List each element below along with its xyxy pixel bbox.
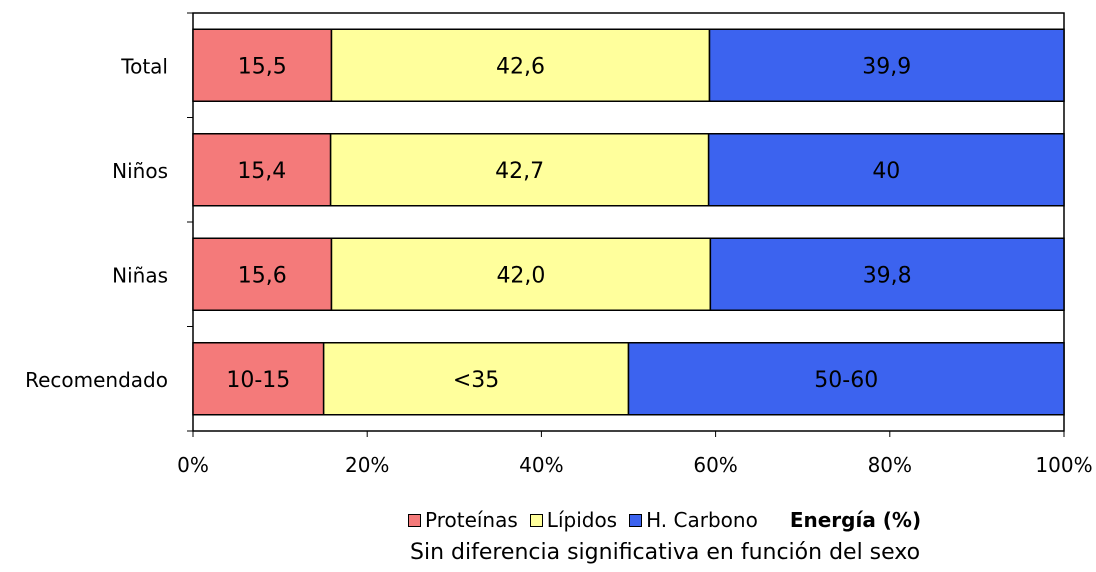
legend: Proteínas Lípidos H. Carbono Energía (%)	[408, 508, 921, 532]
bar-segment	[192, 133, 332, 207]
bar-segment	[627, 342, 1065, 416]
legend-label-carbono: H. Carbono	[646, 508, 758, 532]
data-label: 15,4	[237, 159, 286, 184]
bars-group: 15,5 42,6 39,9 15,4 42,7 40 15,6 42,0 39,8 10-15 <…	[192, 28, 1065, 416]
data-label: 10-15	[226, 368, 290, 393]
legend-swatch-lipidos	[529, 513, 543, 527]
stacked-bar-chart: 15,5 42,6 39,9 15,4 42,7 40 15,6 42,0 39,8 10-15 <…	[25, 12, 1093, 477]
bar-segment	[192, 28, 333, 102]
bar-segment	[330, 28, 711, 102]
data-label: 42,0	[496, 263, 545, 288]
bar-segment	[330, 237, 712, 311]
bar-segment	[708, 28, 1065, 102]
category-label: Niñas	[112, 263, 168, 287]
x-axis-label: Energía (%)	[789, 508, 922, 532]
legend-swatch-proteinas	[408, 513, 421, 527]
x-tick-label: 40%	[519, 453, 563, 477]
data-label: 39,9	[862, 54, 911, 79]
data-label: 15,6	[238, 263, 287, 288]
data-label: 50-60	[814, 368, 878, 393]
axis-tick-marks	[187, 12, 1065, 437]
data-label: 39,8	[863, 263, 912, 288]
category-label: Total	[120, 54, 168, 78]
category-labels: Total Niños Niñas Recomendado	[25, 54, 168, 392]
data-label: <35	[453, 368, 499, 393]
legend-swatch-carbono	[629, 513, 643, 527]
category-label: Niños	[112, 159, 168, 183]
footnote: Sin diferencia significativa en función …	[410, 540, 921, 565]
x-tick-label: 80%	[868, 453, 912, 477]
data-label: 42,6	[496, 54, 545, 79]
category-label: Recomendado	[25, 368, 168, 392]
legend-item-carbono: H. Carbono	[629, 508, 758, 532]
data-label: 40	[872, 159, 900, 184]
legend-item-lipidos: Lípidos	[529, 508, 618, 532]
legend-label-proteinas: Proteínas	[425, 508, 518, 532]
data-label: 15,5	[238, 54, 287, 79]
data-label: 42,7	[495, 159, 544, 184]
bar-segment	[322, 342, 630, 416]
x-tick-label: 0%	[177, 453, 209, 477]
bar-segment	[192, 342, 325, 416]
x-tick-label: 20%	[345, 453, 389, 477]
legend-item-proteinas: Proteínas	[408, 508, 518, 532]
bar-segment	[329, 133, 710, 207]
x-tick-labels: 0% 20% 40% 60% 80% 100%	[177, 453, 1092, 477]
x-tick-label: 100%	[1035, 453, 1092, 477]
x-tick-label: 60%	[693, 453, 737, 477]
legend-label-lipidos: Lípidos	[546, 508, 618, 532]
bar-segment	[709, 237, 1065, 311]
bar-segment	[707, 133, 1065, 207]
bar-segment	[192, 237, 333, 311]
